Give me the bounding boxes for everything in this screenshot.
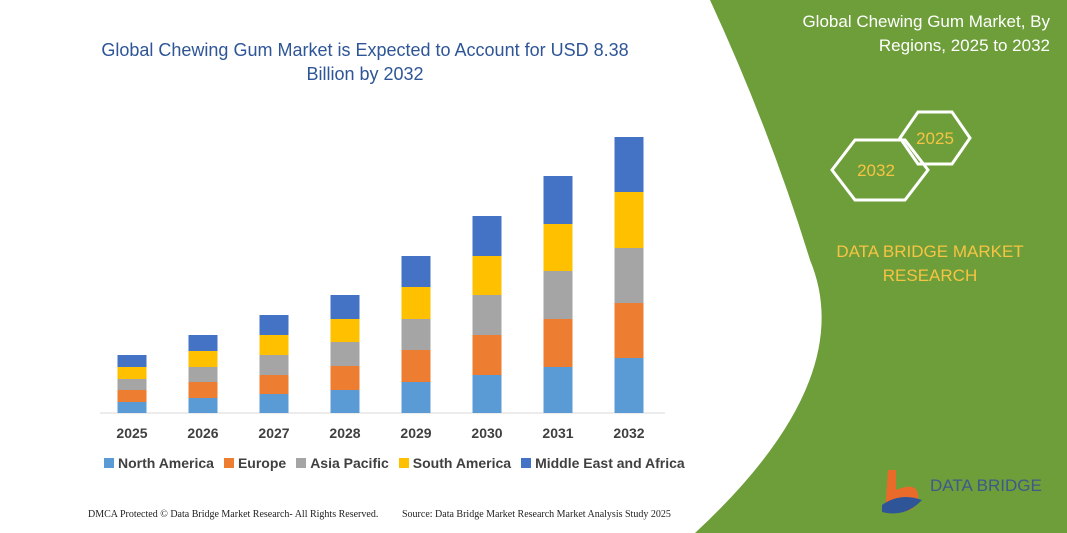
- legend-swatch: [521, 458, 532, 468]
- x-tick-label: 2025: [116, 425, 147, 441]
- legend-swatch: [398, 458, 409, 468]
- bar-segment: [330, 366, 360, 390]
- bar-segment: [401, 256, 431, 287]
- side-background: [695, 0, 1067, 533]
- legend-swatch: [223, 458, 234, 468]
- hexagon-label: 2025: [916, 129, 954, 148]
- bar-segment: [543, 319, 573, 367]
- bar-segment: [472, 256, 502, 295]
- bar-segment: [259, 355, 289, 375]
- legend-label: Europe: [237, 455, 287, 471]
- legend-item: Middle East and Africa: [521, 455, 685, 471]
- bar-segment: [614, 358, 644, 413]
- brand: DATA BRIDGE MARKET RESEARCH: [836, 242, 1024, 285]
- bar-segment: [543, 176, 573, 224]
- legend: North America Europe Asia Pacific South Ame…: [104, 455, 685, 471]
- bar-segment: [401, 350, 431, 382]
- x-tick-label: 2028: [329, 425, 360, 441]
- legend-item: Europe: [223, 455, 287, 471]
- bar-segment: [188, 367, 218, 382]
- hexagon: [830, 138, 930, 202]
- bar-segment: [188, 382, 218, 398]
- bar-segment: [117, 367, 147, 379]
- bar-segment: [472, 375, 502, 413]
- bar-segment: [543, 271, 573, 319]
- logo-icon: [882, 496, 922, 514]
- bar-segment: [472, 216, 502, 256]
- x-tick-label: 2032: [613, 425, 644, 441]
- bar-segment: [472, 335, 502, 375]
- legend-item: Asia Pacific: [296, 455, 389, 471]
- chart-title: Global Chewing Gum Market is Expected to…: [101, 40, 629, 84]
- bar-segment: [117, 355, 147, 367]
- bar-segment: [188, 335, 218, 351]
- logo-text: DATA BRIDGE: [930, 476, 1042, 495]
- bar-segment: [330, 319, 360, 342]
- legend-label: North America: [118, 455, 214, 471]
- bar-segment: [259, 375, 289, 394]
- footer-left: DMCA Protected © Data Bridge Market Rese…: [88, 509, 379, 520]
- bar-segment: [330, 342, 360, 366]
- x-tick-label: 2030: [471, 425, 502, 441]
- x-tick-label: 2026: [187, 425, 218, 441]
- bar-segment: [543, 224, 573, 271]
- bar-segment: [401, 382, 431, 413]
- bar-segment: [472, 295, 502, 335]
- bar-segment: [259, 315, 289, 335]
- hexagon: [898, 110, 972, 166]
- hexagon-label: 2032: [857, 161, 895, 180]
- side-title: Global Chewing Gum Market, By Regions, 2…: [802, 12, 1050, 55]
- bar-segment: [614, 303, 644, 358]
- bar-segment: [614, 248, 644, 303]
- x-tick-label: 2027: [258, 425, 289, 441]
- legend-item: North America: [104, 455, 214, 471]
- legend-item: South America: [398, 455, 512, 471]
- x-tick-label: 2029: [400, 425, 431, 441]
- bar-segment: [330, 390, 360, 413]
- bar-segment: [188, 351, 218, 367]
- legend-swatch: [296, 458, 307, 468]
- bar-segment: [614, 137, 644, 192]
- bar-segment: [117, 379, 147, 390]
- bar-segment: [117, 390, 147, 402]
- legend-swatch: [104, 458, 114, 468]
- legend-label: South America: [412, 455, 512, 471]
- bar-segment: [543, 367, 573, 413]
- footer-right: Source: Data Bridge Market Research Mark…: [402, 509, 671, 520]
- bar-segment: [117, 402, 147, 413]
- bar-segment: [401, 287, 431, 319]
- bar-segment: [259, 335, 289, 355]
- bar-segment: [614, 192, 644, 248]
- x-tick-label: 2031: [542, 425, 573, 441]
- bar-segment: [188, 398, 218, 413]
- bar-segment: [330, 295, 360, 319]
- legend-label: Asia Pacific: [310, 455, 389, 471]
- bar-segment: [401, 319, 431, 350]
- bar-segment: [259, 394, 289, 413]
- legend-label: Middle East and Africa: [535, 455, 685, 471]
